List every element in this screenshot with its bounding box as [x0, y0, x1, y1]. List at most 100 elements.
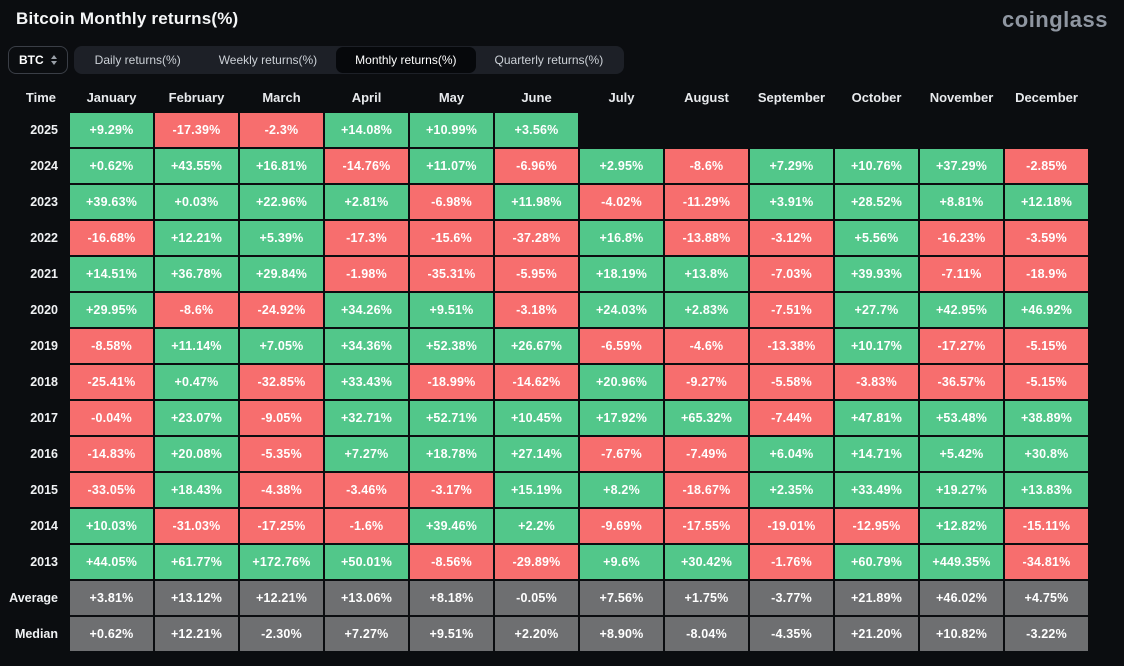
return-cell: -3.17% — [410, 473, 493, 507]
row-label-2017: 2017 — [0, 401, 68, 435]
return-cell: -3.83% — [835, 365, 918, 399]
column-header-february: February — [155, 90, 238, 105]
tab-monthly-returns[interactable]: Monthly returns(%) — [336, 47, 475, 73]
return-cell: -15.6% — [410, 221, 493, 255]
column-header-january: January — [70, 90, 153, 105]
return-cell: +19.27% — [920, 473, 1003, 507]
return-cell: -12.95% — [835, 509, 918, 543]
column-header-april: April — [325, 90, 408, 105]
return-cell: -17.55% — [665, 509, 748, 543]
symbol-select[interactable]: BTC — [8, 46, 68, 74]
row-label-2014: 2014 — [0, 509, 68, 543]
return-cell: +29.84% — [240, 257, 323, 291]
return-cell: -18.67% — [665, 473, 748, 507]
tab-daily-returns[interactable]: Daily returns(%) — [76, 47, 200, 73]
row-label-2021: 2021 — [0, 257, 68, 291]
empty-cell — [835, 113, 918, 147]
return-cell: +9.51% — [410, 617, 493, 651]
return-cell: +38.89% — [1005, 401, 1088, 435]
tab-quarterly-returns[interactable]: Quarterly returns(%) — [476, 47, 623, 73]
return-cell: +16.8% — [580, 221, 663, 255]
return-cell: +46.92% — [1005, 293, 1088, 327]
return-cell: +20.96% — [580, 365, 663, 399]
return-cell: +7.27% — [325, 437, 408, 471]
return-cell: -16.23% — [920, 221, 1003, 255]
return-cell: -3.12% — [750, 221, 833, 255]
return-cell: +2.81% — [325, 185, 408, 219]
return-cell: -13.38% — [750, 329, 833, 363]
return-cell: +14.08% — [325, 113, 408, 147]
topbar: Bitcoin Monthly returns(%) coinglass — [0, 0, 1124, 38]
return-cell: +14.71% — [835, 437, 918, 471]
return-cell: -17.25% — [240, 509, 323, 543]
return-cell: +42.95% — [920, 293, 1003, 327]
return-cell: +34.26% — [325, 293, 408, 327]
return-cell: -8.04% — [665, 617, 748, 651]
return-cell: +3.56% — [495, 113, 578, 147]
column-header-march: March — [240, 90, 323, 105]
updown-chevron-icon — [51, 55, 57, 65]
row-label-2022: 2022 — [0, 221, 68, 255]
return-cell: +33.43% — [325, 365, 408, 399]
return-cell: +21.89% — [835, 581, 918, 615]
return-cell: +22.96% — [240, 185, 323, 219]
return-cell: -7.67% — [580, 437, 663, 471]
return-cell: +61.77% — [155, 545, 238, 579]
column-header-time: Time — [0, 90, 68, 105]
return-cell: +37.29% — [920, 149, 1003, 183]
return-cell: +9.6% — [580, 545, 663, 579]
return-cell: +18.43% — [155, 473, 238, 507]
return-cell: +21.20% — [835, 617, 918, 651]
return-cell: +7.05% — [240, 329, 323, 363]
row-label-2015: 2015 — [0, 473, 68, 507]
empty-cell — [920, 113, 1003, 147]
return-cell: -8.58% — [70, 329, 153, 363]
column-header-september: September — [750, 90, 833, 105]
return-cell: +10.17% — [835, 329, 918, 363]
return-cell: -7.44% — [750, 401, 833, 435]
return-cell: -3.46% — [325, 473, 408, 507]
return-cell: -4.6% — [665, 329, 748, 363]
return-cell: +11.07% — [410, 149, 493, 183]
tab-weekly-returns[interactable]: Weekly returns(%) — [200, 47, 336, 73]
return-cell: -0.04% — [70, 401, 153, 435]
return-cell: -29.89% — [495, 545, 578, 579]
return-cell: +13.83% — [1005, 473, 1088, 507]
column-header-june: June — [495, 90, 578, 105]
return-cell: +10.99% — [410, 113, 493, 147]
return-cell: -32.85% — [240, 365, 323, 399]
return-cell: +0.62% — [70, 617, 153, 651]
return-cell: +32.71% — [325, 401, 408, 435]
return-cell: +12.82% — [920, 509, 1003, 543]
coinglass-logo: coinglass — [1002, 9, 1108, 31]
return-cell: -17.3% — [325, 221, 408, 255]
return-cell: +53.48% — [920, 401, 1003, 435]
column-header-august: August — [665, 90, 748, 105]
return-cell: -14.83% — [70, 437, 153, 471]
return-cell: -5.15% — [1005, 329, 1088, 363]
return-cell: +10.03% — [70, 509, 153, 543]
return-cell: +1.75% — [665, 581, 748, 615]
return-cell: -33.05% — [70, 473, 153, 507]
return-cell: +65.32% — [665, 401, 748, 435]
return-cell: -13.88% — [665, 221, 748, 255]
column-header-november: November — [920, 90, 1003, 105]
return-cell: -5.58% — [750, 365, 833, 399]
return-cell: +449.35% — [920, 545, 1003, 579]
return-cell: -3.59% — [1005, 221, 1088, 255]
return-cell: +10.82% — [920, 617, 1003, 651]
row-label-2020: 2020 — [0, 293, 68, 327]
row-label-2025: 2025 — [0, 113, 68, 147]
table-header-row: TimeJanuaryFebruaryMarchAprilMayJuneJuly… — [0, 84, 1124, 110]
return-cell: -7.03% — [750, 257, 833, 291]
return-cell: +39.46% — [410, 509, 493, 543]
return-cell: -8.6% — [155, 293, 238, 327]
return-cell: +8.2% — [580, 473, 663, 507]
return-cell: -17.27% — [920, 329, 1003, 363]
return-cell: +26.67% — [495, 329, 578, 363]
column-header-october: October — [835, 90, 918, 105]
return-cell: +2.35% — [750, 473, 833, 507]
return-cell: +7.27% — [325, 617, 408, 651]
return-cell: -1.98% — [325, 257, 408, 291]
return-cell: -2.85% — [1005, 149, 1088, 183]
